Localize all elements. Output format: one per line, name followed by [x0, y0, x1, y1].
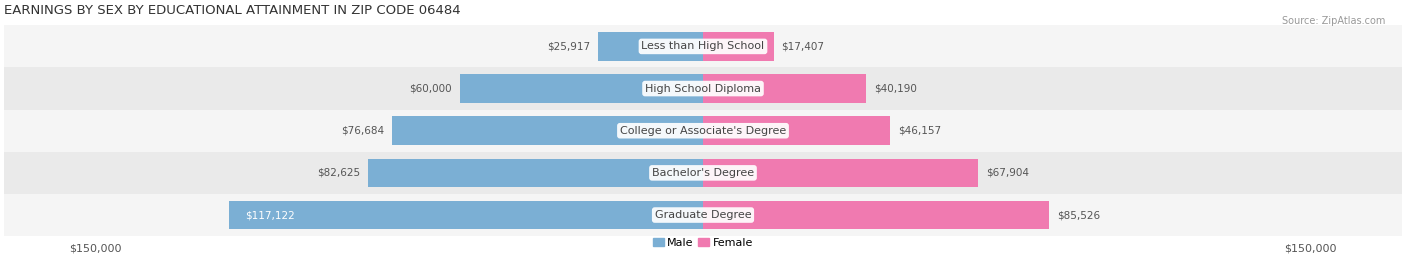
Bar [4, 68, 1402, 110]
Bar [229, 201, 703, 229]
Text: EARNINGS BY SEX BY EDUCATIONAL ATTAINMENT IN ZIP CODE 06484: EARNINGS BY SEX BY EDUCATIONAL ATTAINMEN… [4, 4, 461, 17]
Text: $76,684: $76,684 [342, 126, 384, 136]
Bar [703, 159, 979, 187]
Legend: Male, Female: Male, Female [648, 233, 758, 252]
Bar [598, 32, 703, 61]
Text: Bachelor's Degree: Bachelor's Degree [652, 168, 754, 178]
Text: $82,625: $82,625 [316, 168, 360, 178]
Text: College or Associate's Degree: College or Associate's Degree [620, 126, 786, 136]
Text: $60,000: $60,000 [409, 84, 451, 94]
Bar [368, 159, 703, 187]
Bar [4, 194, 1402, 236]
Text: $17,407: $17,407 [782, 42, 825, 51]
Bar [4, 25, 1402, 68]
Bar [703, 74, 866, 103]
Text: Graduate Degree: Graduate Degree [655, 210, 751, 220]
Bar [703, 201, 1049, 229]
Text: $40,190: $40,190 [875, 84, 917, 94]
Text: $46,157: $46,157 [898, 126, 941, 136]
Bar [703, 116, 890, 145]
Text: Source: ZipAtlas.com: Source: ZipAtlas.com [1281, 16, 1385, 26]
Text: High School Diploma: High School Diploma [645, 84, 761, 94]
Text: $117,122: $117,122 [245, 210, 294, 220]
Bar [4, 110, 1402, 152]
Text: Less than High School: Less than High School [641, 42, 765, 51]
Bar [703, 32, 773, 61]
Text: $85,526: $85,526 [1057, 210, 1101, 220]
Text: $25,917: $25,917 [547, 42, 591, 51]
Text: $67,904: $67,904 [986, 168, 1029, 178]
Bar [4, 152, 1402, 194]
Bar [392, 116, 703, 145]
Bar [460, 74, 703, 103]
